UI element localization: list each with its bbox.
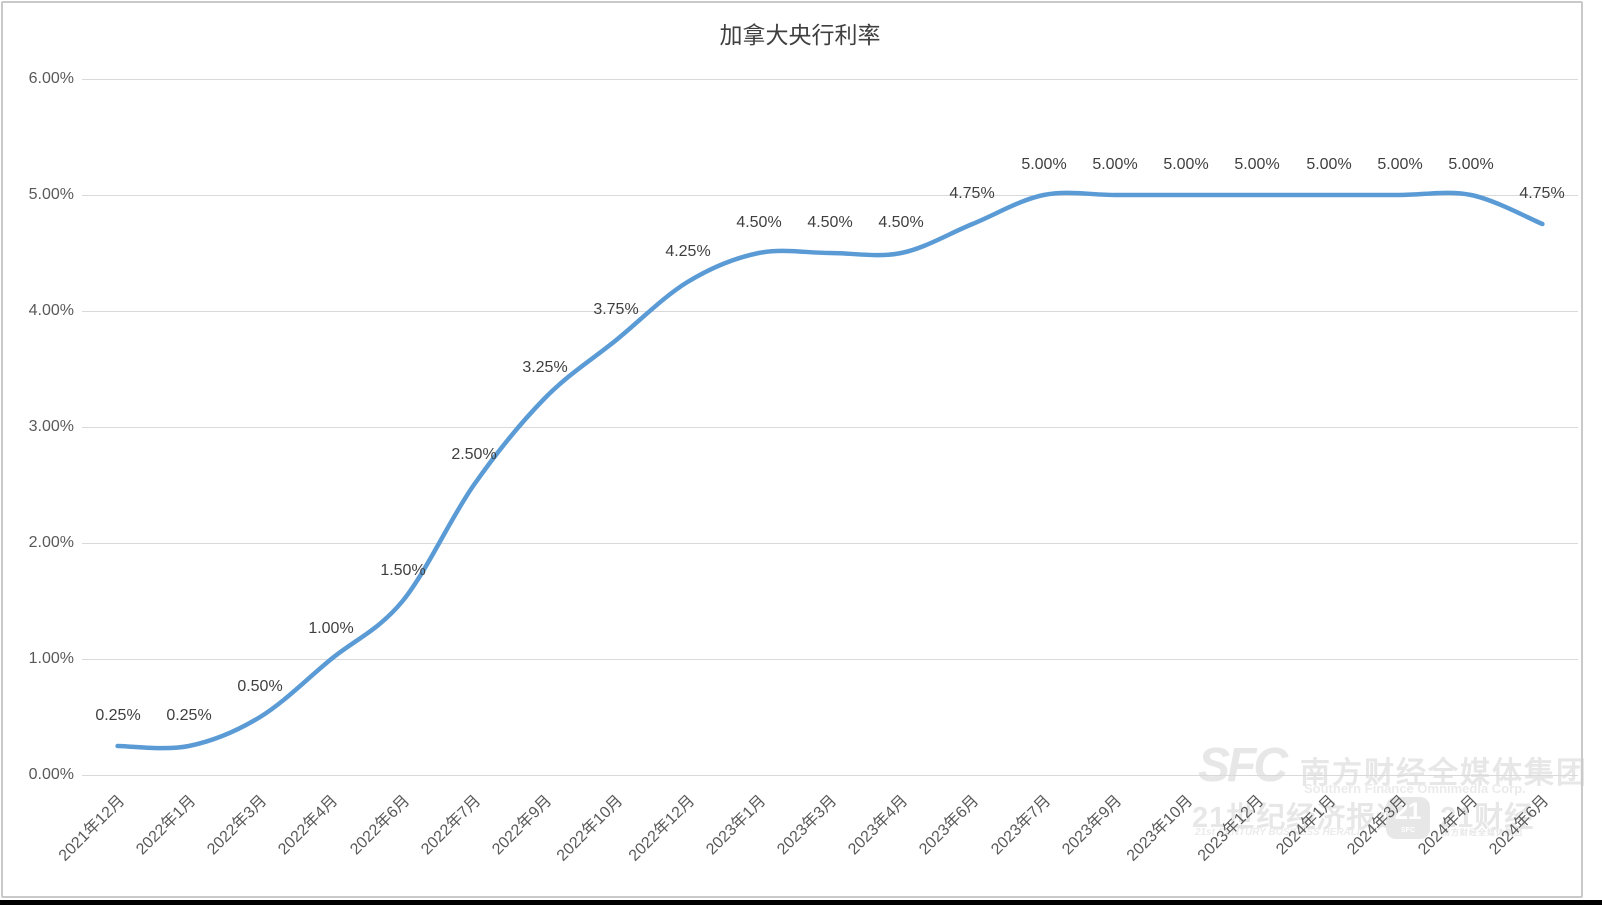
data-label: 4.50% bbox=[878, 214, 924, 231]
data-label: 5.00% bbox=[1377, 156, 1423, 173]
watermark-herald-en: 21st CENTURY BUSINESS HERALD bbox=[1195, 827, 1365, 838]
data-label: 1.50% bbox=[380, 562, 426, 579]
data-label: 4.50% bbox=[807, 214, 853, 231]
sfc-logo: SFC bbox=[1198, 739, 1288, 792]
y-axis-tick-label: 5.00% bbox=[28, 186, 74, 203]
chart-title: 加拿大央行利率 bbox=[719, 23, 881, 48]
data-label: 4.75% bbox=[1519, 185, 1565, 202]
gridline bbox=[82, 775, 1578, 776]
y-axis-tick-label: 2.00% bbox=[28, 534, 74, 551]
y-axis-tick-label: 1.00% bbox=[28, 650, 74, 667]
gridline bbox=[82, 659, 1578, 660]
y-axis-tick-label: 6.00% bbox=[28, 70, 74, 87]
gridline bbox=[82, 543, 1578, 544]
21-badge-icon: 21 SFC bbox=[1386, 797, 1430, 839]
watermark-herald-cn: 21世纪经济报道 bbox=[1192, 802, 1407, 834]
badge-sub: SFC bbox=[1401, 827, 1415, 834]
gridline bbox=[82, 195, 1578, 196]
data-label: 5.00% bbox=[1163, 156, 1209, 173]
data-label: 5.00% bbox=[1306, 156, 1352, 173]
data-label: 3.25% bbox=[522, 359, 568, 376]
data-label: 0.25% bbox=[95, 707, 141, 724]
data-label: 2.50% bbox=[451, 446, 497, 463]
watermark-org-en: Southern Finance Omnimedia Corp. bbox=[1304, 781, 1526, 796]
watermark-finance-sub: 南方财经全媒体集团 bbox=[1442, 828, 1523, 837]
interest-rate-line bbox=[115, 190, 1545, 751]
watermark-finance-cn: 21财经 bbox=[1440, 802, 1535, 834]
data-label: 4.75% bbox=[949, 185, 995, 202]
badge-number: 21 bbox=[1394, 798, 1422, 825]
data-label: 5.00% bbox=[1234, 156, 1280, 173]
y-axis-tick-label: 3.00% bbox=[28, 418, 74, 435]
data-label: 1.00% bbox=[308, 620, 354, 637]
y-axis-tick-label: 4.00% bbox=[28, 302, 74, 319]
data-label: 5.00% bbox=[1448, 156, 1494, 173]
gridline bbox=[82, 79, 1578, 80]
data-label: 4.50% bbox=[736, 214, 782, 231]
gridline bbox=[82, 427, 1578, 428]
data-label: 0.50% bbox=[237, 678, 283, 695]
data-label: 4.25% bbox=[665, 243, 711, 260]
data-label: 5.00% bbox=[1021, 156, 1067, 173]
gridline bbox=[82, 311, 1578, 312]
bottom-edge-bar bbox=[0, 900, 1602, 905]
y-axis-tick-label: 0.00% bbox=[28, 766, 74, 783]
watermark-org-cn: 南方财经全媒体集团 bbox=[1300, 757, 1588, 790]
data-label: 5.00% bbox=[1092, 156, 1138, 173]
data-label: 3.75% bbox=[593, 301, 639, 318]
data-label: 0.25% bbox=[166, 707, 212, 724]
